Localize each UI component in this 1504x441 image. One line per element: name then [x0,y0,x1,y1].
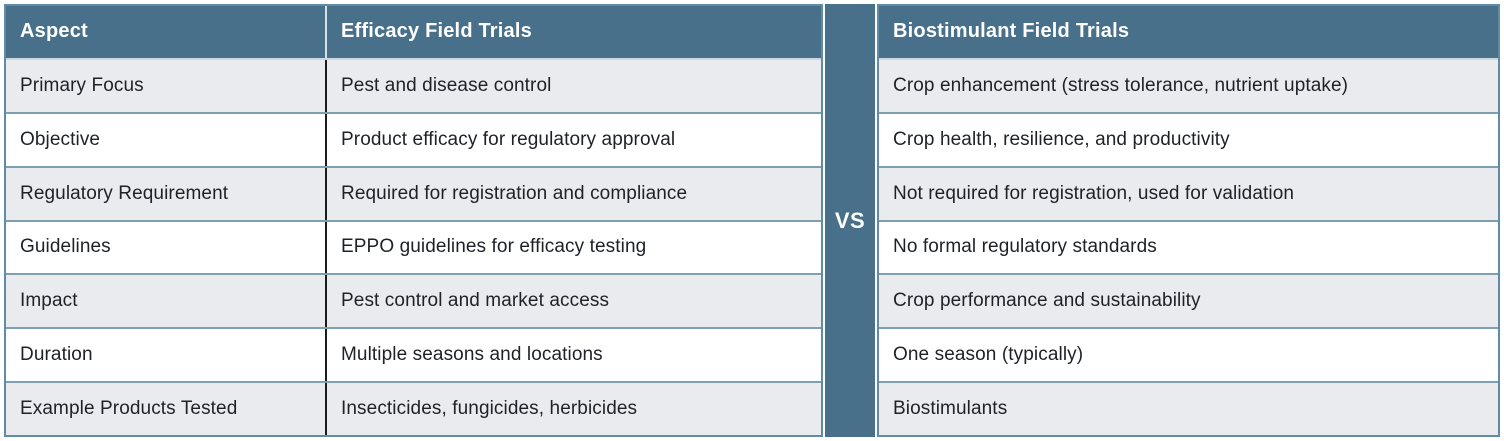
table-row: Duration Multiple seasons and locations [6,327,821,382]
biostimulant-cell: Not required for registration, used for … [893,182,1295,204]
table-row: One season (typically) [879,327,1498,382]
biostimulant-cell: Biostimulants [893,398,1008,420]
efficacy-cell: Insecticides, fungicides, herbicides [341,398,638,420]
aspect-cell: Guidelines [6,221,327,274]
biostimulant-cell: Crop health, resilience, and productivit… [893,128,1230,150]
aspect-cell: Objective [6,113,327,166]
table-row: Crop performance and sustainability [879,273,1498,328]
table-row: Crop health, resilience, and productivit… [879,111,1498,166]
vs-divider: VS [825,4,875,437]
biostimulant-cell: No formal regulatory standards [893,236,1157,258]
table-row: No formal regulatory standards [879,219,1498,274]
efficacy-cell: Pest and disease control [341,74,552,96]
table-row: Primary Focus Pest and disease control [6,57,821,112]
vs-label: VS [834,207,866,233]
column-header-aspect: Aspect [6,6,327,58]
table-row: Biostimulants [879,381,1498,435]
efficacy-table: Aspect Efficacy Field Trials Primary Foc… [4,4,823,437]
aspect-cell: Duration [6,329,327,382]
table-row: Objective Product efficacy for regulator… [6,111,821,166]
efficacy-cell: EPPO guidelines for efficacy testing [341,236,647,258]
aspect-cell: Primary Focus [6,59,327,112]
biostimulant-cell: One season (typically) [893,344,1084,366]
biostimulant-cell: Crop performance and sustainability [893,290,1201,312]
table-row: Regulatory Requirement Required for regi… [6,165,821,220]
biostimulant-cell: Crop enhancement (stress tolerance, nutr… [893,74,1349,96]
table-row: Impact Pest control and market access [6,273,821,328]
efficacy-cell: Product efficacy for regulatory approval [341,128,676,150]
table-row: Guidelines EPPO guidelines for efficacy … [6,219,821,274]
column-header-biostimulant: Biostimulant Field Trials [893,20,1130,43]
aspect-cell: Impact [6,275,327,328]
efficacy-cell: Required for registration and compliance [341,182,688,204]
table-header-row: Aspect Efficacy Field Trials [6,6,821,58]
table-row: Crop enhancement (stress tolerance, nutr… [879,57,1498,112]
biostimulant-table: Biostimulant Field Trials Crop enhanceme… [877,4,1500,437]
efficacy-cell: Pest control and market access [341,290,610,312]
aspect-cell: Regulatory Requirement [6,167,327,220]
column-header-efficacy: Efficacy Field Trials [341,20,532,43]
table-row: Example Products Tested Insecticides, fu… [6,381,821,435]
efficacy-cell: Multiple seasons and locations [341,344,603,366]
aspect-cell: Example Products Tested [6,383,327,435]
table-row: Not required for registration, used for … [879,165,1498,220]
table-header-row: Biostimulant Field Trials [879,6,1498,58]
